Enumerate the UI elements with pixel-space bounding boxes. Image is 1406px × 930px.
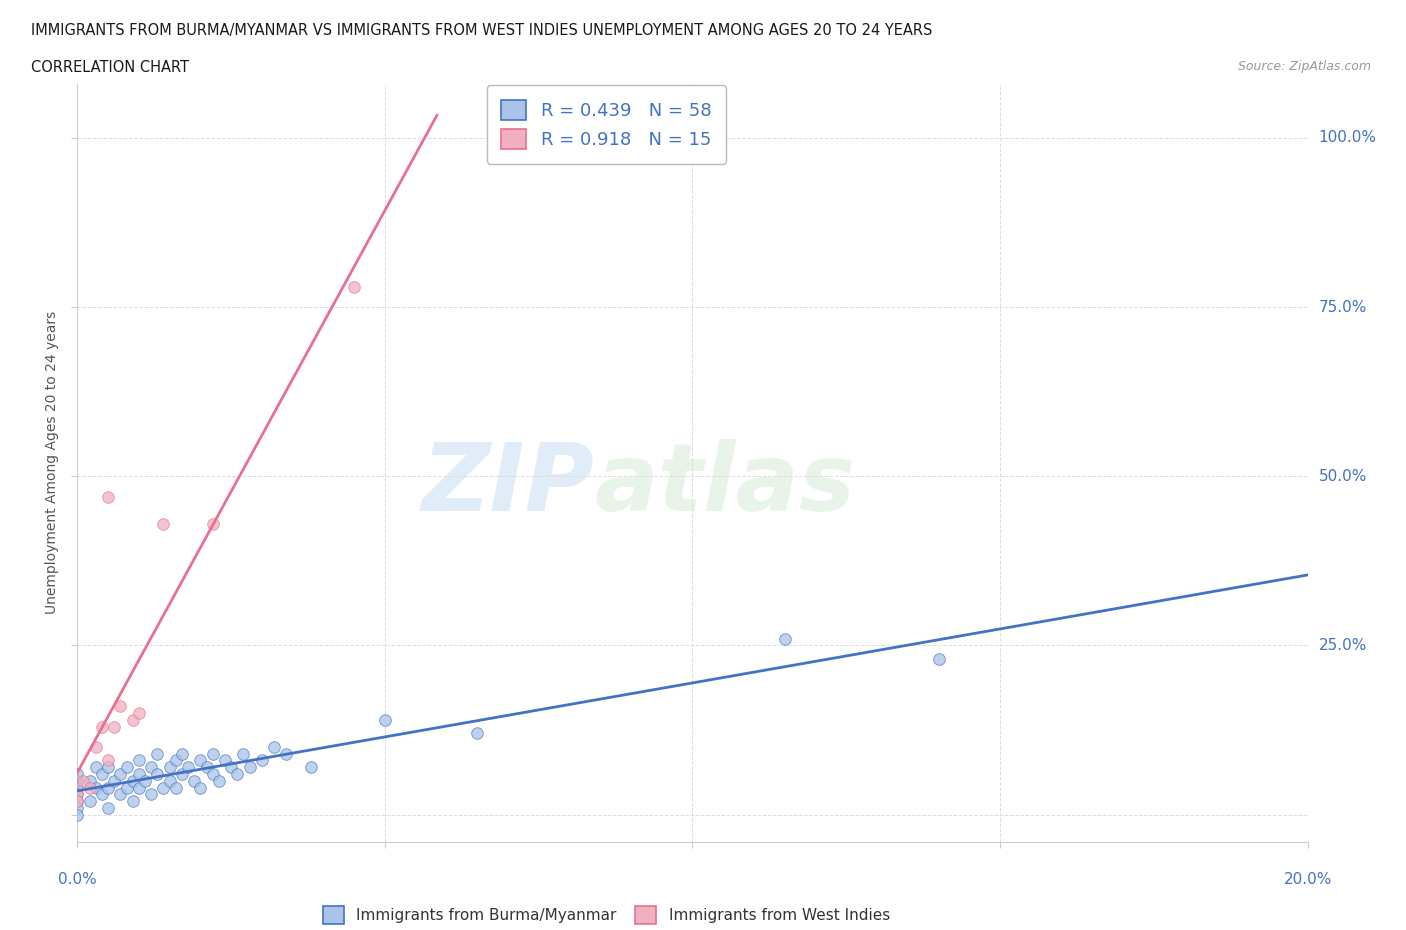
Point [90,787,114,802]
Point [66,787,89,802]
Point [188,753,212,768]
Point [201,516,224,531]
Point [66,801,89,816]
Point [134,774,156,789]
Point [159,774,181,789]
Point [214,753,236,768]
Point [276,746,298,761]
Legend: Immigrants from Burma/Myanmar, Immigrants from West Indies: Immigrants from Burma/Myanmar, Immigrant… [315,898,897,930]
Text: 100.0%: 100.0% [1319,130,1376,145]
Point [66,807,89,822]
Point [374,712,396,727]
Text: 0.0%: 0.0% [58,872,97,887]
Point [170,746,193,761]
Point [97,753,120,768]
Point [201,766,224,781]
Point [66,766,89,781]
Point [146,766,169,781]
Point [226,766,249,781]
Point [128,706,150,721]
Text: 25.0%: 25.0% [1319,638,1367,653]
Point [141,760,163,775]
Point [343,279,366,294]
Point [97,801,120,816]
Point [97,780,120,795]
Point [84,760,107,775]
Point [465,726,488,741]
Point [66,787,89,802]
Point [208,774,231,789]
Point [66,780,89,795]
Point [90,766,114,781]
Point [79,780,101,795]
Point [773,631,796,646]
Point [219,760,242,775]
Point [239,760,262,775]
Point [66,774,89,789]
Point [121,774,143,789]
Point [250,753,273,768]
Text: atlas: atlas [595,439,855,531]
Point [232,746,254,761]
Point [177,760,200,775]
Text: CORRELATION CHART: CORRELATION CHART [31,60,188,75]
Point [103,774,125,789]
Point [79,774,101,789]
Point [170,766,193,781]
Point [128,780,150,795]
Point [128,753,150,768]
Point [159,760,181,775]
Text: 50.0%: 50.0% [1319,469,1367,484]
Text: ZIP: ZIP [422,439,595,531]
Point [79,793,101,808]
Point [97,489,120,504]
Point [90,719,114,734]
Point [66,793,89,808]
Point [152,516,174,531]
Point [84,780,107,795]
Point [110,698,132,713]
Point [121,712,143,727]
Text: IMMIGRANTS FROM BURMA/MYANMAR VS IMMIGRANTS FROM WEST INDIES UNEMPLOYMENT AMONG : IMMIGRANTS FROM BURMA/MYANMAR VS IMMIGRA… [31,23,932,38]
Point [141,787,163,802]
Point [201,746,224,761]
Point [110,766,132,781]
Point [195,760,218,775]
Point [152,780,174,795]
Point [72,774,94,789]
Point [97,760,120,775]
Text: 20.0%: 20.0% [1284,872,1331,887]
Point [928,652,950,667]
Point [263,739,285,754]
Point [183,774,205,789]
Point [66,793,89,808]
Point [165,753,187,768]
Point [128,766,150,781]
Point [188,780,212,795]
Point [103,719,125,734]
Point [299,760,322,775]
Y-axis label: Unemployment Among Ages 20 to 24 years: Unemployment Among Ages 20 to 24 years [45,311,59,615]
Point [165,780,187,795]
Point [110,787,132,802]
Point [146,746,169,761]
Point [84,739,107,754]
Text: 75.0%: 75.0% [1319,299,1367,314]
Point [115,780,138,795]
Text: Source: ZipAtlas.com: Source: ZipAtlas.com [1237,60,1371,73]
Point [121,793,143,808]
Point [115,760,138,775]
